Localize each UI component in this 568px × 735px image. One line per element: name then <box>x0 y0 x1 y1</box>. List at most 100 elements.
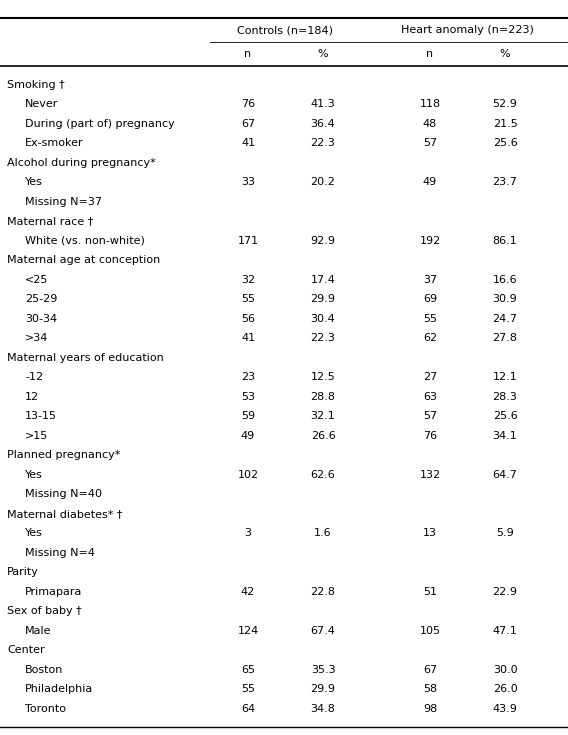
Text: 192: 192 <box>419 236 441 245</box>
Text: -12: -12 <box>25 372 43 382</box>
Text: 62: 62 <box>423 333 437 343</box>
Text: 28.8: 28.8 <box>311 392 336 402</box>
Text: 22.3: 22.3 <box>311 138 336 148</box>
Text: 58: 58 <box>423 684 437 695</box>
Text: Heart anomaly (n=223): Heart anomaly (n=223) <box>400 25 533 35</box>
Text: 34.1: 34.1 <box>492 431 517 441</box>
Text: 41.3: 41.3 <box>311 99 335 110</box>
Text: 23.7: 23.7 <box>492 177 517 187</box>
Text: n: n <box>427 49 433 59</box>
Text: 47.1: 47.1 <box>492 625 517 636</box>
Text: 27.8: 27.8 <box>492 333 517 343</box>
Text: 30.0: 30.0 <box>492 664 517 675</box>
Text: %: % <box>500 49 510 59</box>
Text: Smoking †: Smoking † <box>7 80 65 90</box>
Text: 102: 102 <box>237 470 258 480</box>
Text: 92.9: 92.9 <box>311 236 336 245</box>
Text: 49: 49 <box>241 431 255 441</box>
Text: Toronto: Toronto <box>25 703 66 714</box>
Text: 55: 55 <box>241 684 255 695</box>
Text: 25.6: 25.6 <box>492 138 517 148</box>
Text: 13-15: 13-15 <box>25 412 57 421</box>
Text: 33: 33 <box>241 177 255 187</box>
Text: 30.9: 30.9 <box>492 294 517 304</box>
Text: Controls (n=184): Controls (n=184) <box>237 25 333 35</box>
Text: Parity: Parity <box>7 567 39 577</box>
Text: 76: 76 <box>423 431 437 441</box>
Text: Maternal race †: Maternal race † <box>7 216 93 226</box>
Text: 171: 171 <box>237 236 258 245</box>
Text: 25.6: 25.6 <box>492 412 517 421</box>
Text: >15: >15 <box>25 431 48 441</box>
Text: 105: 105 <box>420 625 441 636</box>
Text: 65: 65 <box>241 664 255 675</box>
Text: 86.1: 86.1 <box>492 236 517 245</box>
Text: 52.9: 52.9 <box>492 99 517 110</box>
Text: 16.6: 16.6 <box>492 275 517 284</box>
Text: 17.4: 17.4 <box>311 275 336 284</box>
Text: 37: 37 <box>423 275 437 284</box>
Text: 42: 42 <box>241 587 255 597</box>
Text: 23: 23 <box>241 372 255 382</box>
Text: Primapara: Primapara <box>25 587 82 597</box>
Text: 64: 64 <box>241 703 255 714</box>
Text: 25-29: 25-29 <box>25 294 57 304</box>
Text: 28.3: 28.3 <box>492 392 517 402</box>
Text: 32.1: 32.1 <box>311 412 335 421</box>
Text: Maternal diabetes* †: Maternal diabetes* † <box>7 509 122 519</box>
Text: 22.8: 22.8 <box>311 587 336 597</box>
Text: 13: 13 <box>423 528 437 538</box>
Text: 124: 124 <box>237 625 258 636</box>
Text: 12: 12 <box>25 392 39 402</box>
Text: 26.0: 26.0 <box>492 684 517 695</box>
Text: 67: 67 <box>241 119 255 129</box>
Text: 132: 132 <box>419 470 441 480</box>
Text: 69: 69 <box>423 294 437 304</box>
Text: 62.6: 62.6 <box>311 470 335 480</box>
Text: Philadelphia: Philadelphia <box>25 684 93 695</box>
Text: 67: 67 <box>423 664 437 675</box>
Text: >34: >34 <box>25 333 48 343</box>
Text: 57: 57 <box>423 138 437 148</box>
Text: White (vs. non-white): White (vs. non-white) <box>25 236 145 245</box>
Text: n: n <box>244 49 252 59</box>
Text: Yes: Yes <box>25 528 43 538</box>
Text: 3: 3 <box>244 528 252 538</box>
Text: 67.4: 67.4 <box>311 625 336 636</box>
Text: 22.3: 22.3 <box>311 333 336 343</box>
Text: 76: 76 <box>241 99 255 110</box>
Text: Missing N=4: Missing N=4 <box>25 548 95 558</box>
Text: 12.5: 12.5 <box>311 372 335 382</box>
Text: Maternal years of education: Maternal years of education <box>7 353 164 363</box>
Text: Never: Never <box>25 99 59 110</box>
Text: 29.9: 29.9 <box>311 294 336 304</box>
Text: 118: 118 <box>419 99 441 110</box>
Text: 48: 48 <box>423 119 437 129</box>
Text: 26.6: 26.6 <box>311 431 335 441</box>
Text: 53: 53 <box>241 392 255 402</box>
Text: 1.6: 1.6 <box>314 528 332 538</box>
Text: Sex of baby †: Sex of baby † <box>7 606 82 616</box>
Text: Yes: Yes <box>25 177 43 187</box>
Text: 36.4: 36.4 <box>311 119 335 129</box>
Text: 21.5: 21.5 <box>492 119 517 129</box>
Text: Yes: Yes <box>25 470 43 480</box>
Text: 64.7: 64.7 <box>492 470 517 480</box>
Text: 55: 55 <box>241 294 255 304</box>
Text: 27: 27 <box>423 372 437 382</box>
Text: Ex-smoker: Ex-smoker <box>25 138 83 148</box>
Text: 22.9: 22.9 <box>492 587 517 597</box>
Text: Missing N=37: Missing N=37 <box>25 197 102 207</box>
Text: 32: 32 <box>241 275 255 284</box>
Text: Maternal age at conception: Maternal age at conception <box>7 255 160 265</box>
Text: 30-34: 30-34 <box>25 314 57 323</box>
Text: Male: Male <box>25 625 52 636</box>
Text: Planned pregnancy*: Planned pregnancy* <box>7 451 120 460</box>
Text: 43.9: 43.9 <box>492 703 517 714</box>
Text: 57: 57 <box>423 412 437 421</box>
Text: 30.4: 30.4 <box>311 314 335 323</box>
Text: 55: 55 <box>423 314 437 323</box>
Text: 98: 98 <box>423 703 437 714</box>
Text: 24.7: 24.7 <box>492 314 517 323</box>
Text: 5.9: 5.9 <box>496 528 514 538</box>
